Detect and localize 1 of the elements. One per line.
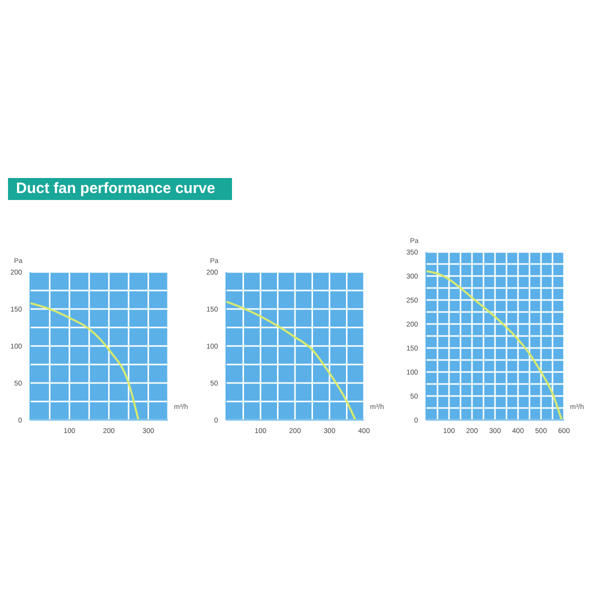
chart-title: Duct fan performance curve [8, 178, 232, 200]
